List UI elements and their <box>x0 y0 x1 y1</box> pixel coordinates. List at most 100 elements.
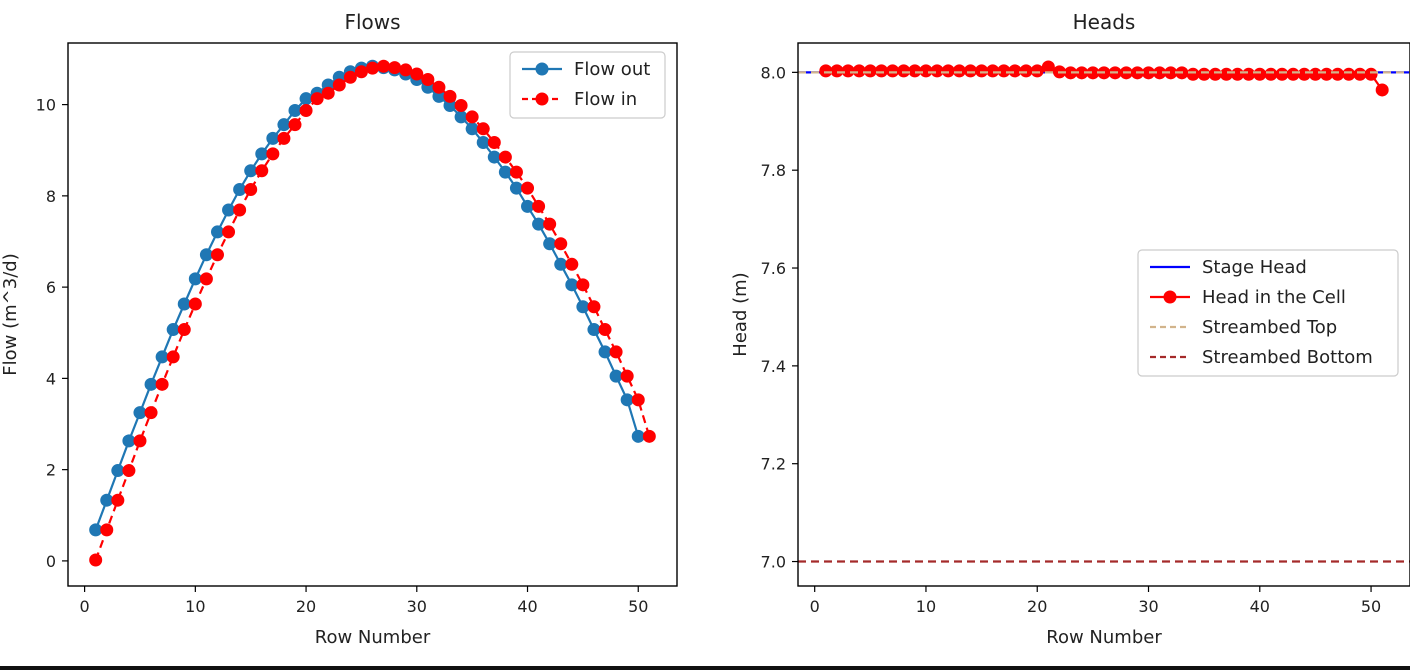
y-tick-label: 8 <box>46 187 56 206</box>
data-point <box>1320 67 1334 81</box>
legend-marker <box>535 62 549 76</box>
series-line-1 <box>94 65 651 561</box>
data-point <box>941 64 955 78</box>
data-point <box>521 199 535 213</box>
data-point <box>631 429 645 443</box>
data-point <box>443 89 457 103</box>
data-point <box>587 323 601 337</box>
data-point <box>343 70 357 84</box>
data-point <box>554 237 568 251</box>
data-point <box>321 86 335 100</box>
y-tick-label: 6 <box>46 278 56 297</box>
y-tick-label: 4 <box>46 369 56 388</box>
data-point <box>620 393 634 407</box>
data-point <box>1019 64 1033 78</box>
data-point <box>1008 64 1022 78</box>
data-point <box>299 92 313 106</box>
data-point <box>166 350 180 364</box>
data-point <box>89 523 103 537</box>
chart-title: Heads <box>1073 10 1136 34</box>
data-point <box>1331 67 1345 81</box>
data-point <box>543 217 557 231</box>
data-point <box>1064 66 1078 80</box>
x-tick-label: 0 <box>80 597 90 616</box>
data-point <box>188 297 202 311</box>
data-point <box>100 523 114 537</box>
y-tick-label: 2 <box>46 461 56 480</box>
data-point <box>454 110 468 124</box>
data-point <box>952 64 966 78</box>
plot-area <box>89 59 656 567</box>
data-point <box>133 406 147 420</box>
data-point <box>155 377 169 391</box>
data-point <box>576 300 590 314</box>
data-point <box>354 65 368 79</box>
data-point <box>288 104 302 118</box>
chart-title: Flows <box>344 10 400 34</box>
data-point <box>399 63 413 77</box>
y-axis-label: Head (m) <box>730 272 751 356</box>
x-tick-label: 20 <box>1027 597 1047 616</box>
axes-frame <box>67 42 678 587</box>
data-point <box>244 182 258 196</box>
data-point <box>210 248 224 262</box>
x-tick-label: 30 <box>407 597 427 616</box>
data-point <box>908 64 922 78</box>
data-point <box>509 181 523 195</box>
data-point <box>199 248 213 262</box>
data-point <box>930 64 944 78</box>
data-point <box>166 323 180 337</box>
y-tick-label: 8.0 <box>761 63 786 82</box>
data-point <box>819 64 833 78</box>
legend-marker <box>1163 290 1177 304</box>
data-point <box>210 225 224 239</box>
data-point <box>1297 67 1311 81</box>
x-tick-label: 40 <box>1250 597 1270 616</box>
data-point <box>177 323 191 337</box>
x-tick-label: 20 <box>296 597 316 616</box>
data-point <box>1342 67 1356 81</box>
data-point <box>266 131 280 145</box>
data-point <box>886 64 900 78</box>
data-point <box>288 118 302 132</box>
data-point <box>1353 67 1367 81</box>
data-point <box>830 64 844 78</box>
data-point <box>565 278 579 292</box>
data-point <box>421 73 435 87</box>
data-point <box>454 99 468 113</box>
data-point <box>299 104 313 118</box>
data-point <box>1164 66 1178 80</box>
data-point <box>144 377 158 391</box>
data-point <box>1208 67 1222 81</box>
data-point <box>498 165 512 179</box>
legend-label: Streambed Bottom <box>1202 347 1373 368</box>
data-point <box>986 64 1000 78</box>
data-point <box>310 92 324 106</box>
plot-area <box>798 60 1410 563</box>
data-point <box>177 297 191 311</box>
data-point <box>874 64 888 78</box>
data-point <box>1197 67 1211 81</box>
data-point <box>642 429 656 443</box>
data-point <box>122 434 136 448</box>
data-point <box>576 278 590 292</box>
data-point <box>532 199 546 213</box>
x-tick-label: 50 <box>628 597 648 616</box>
data-point <box>543 237 557 251</box>
legend-label: Streambed Top <box>1202 317 1337 338</box>
data-point <box>1030 64 1044 78</box>
data-point <box>587 300 601 314</box>
data-point <box>233 182 247 196</box>
data-point <box>133 434 147 448</box>
data-point <box>1375 83 1389 97</box>
legend-box <box>1137 249 1399 377</box>
legend-marker <box>535 92 549 106</box>
data-point <box>1153 66 1167 80</box>
data-point <box>521 181 535 195</box>
axes-frame <box>797 42 1410 587</box>
y-tick-label: 10 <box>36 96 56 115</box>
data-point <box>620 369 634 383</box>
data-point <box>266 147 280 161</box>
x-tick-label: 50 <box>1361 597 1381 616</box>
